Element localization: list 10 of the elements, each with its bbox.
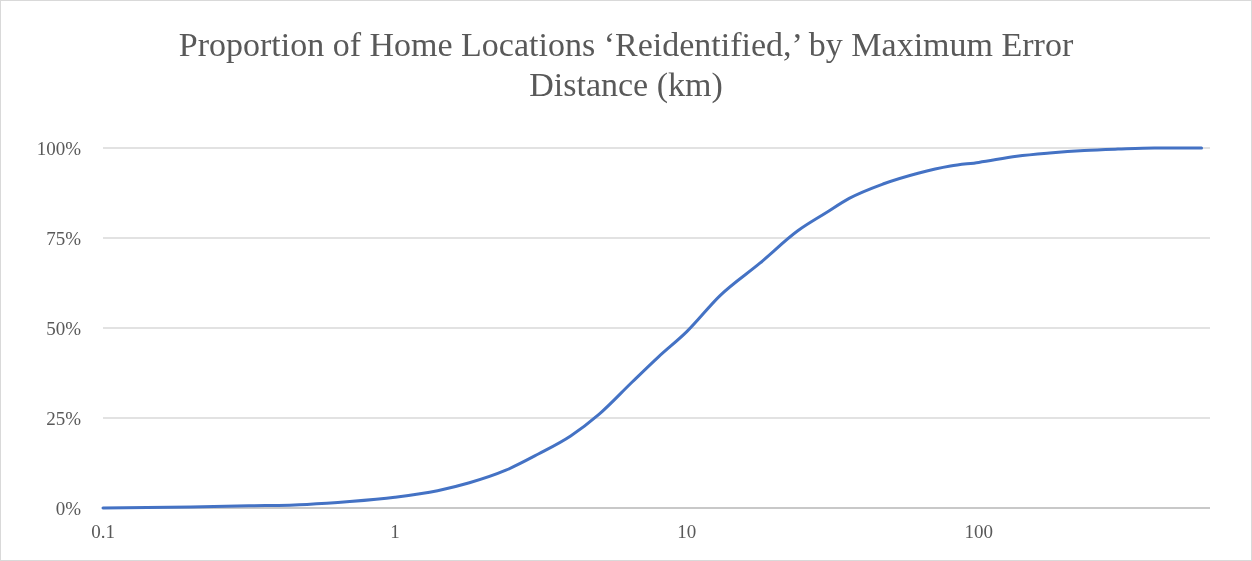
y-tick-label: 0% xyxy=(55,497,82,519)
x-tick-label: 0.1 xyxy=(91,521,115,542)
chart-title: Proportion of Home Locations ‘Reidentified,’ by Maximum Error Distance (km) xyxy=(178,26,1074,104)
x-tick-label: 10 xyxy=(677,521,697,542)
y-tick-label: 75% xyxy=(46,227,82,249)
x-tick-label: 100 xyxy=(964,521,993,542)
x-tick-label: 1 xyxy=(390,521,400,542)
y-tick-label: 100% xyxy=(36,137,82,159)
y-tick-label: 25% xyxy=(46,407,82,429)
y-tick-label: 50% xyxy=(46,317,82,339)
